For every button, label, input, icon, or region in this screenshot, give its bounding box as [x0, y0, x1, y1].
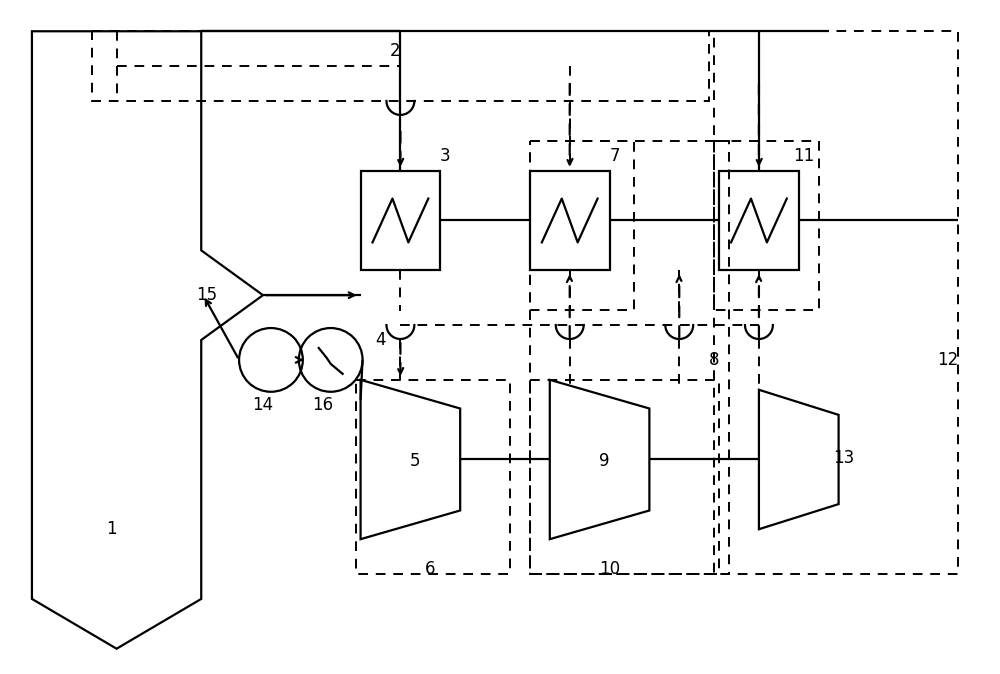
Text: 12: 12 — [938, 351, 959, 369]
Text: 8: 8 — [709, 351, 719, 369]
Bar — [92, 31, 709, 101]
Bar — [530, 171, 610, 270]
Bar — [714, 141, 819, 310]
Text: 9: 9 — [599, 452, 610, 470]
Text: 16: 16 — [312, 396, 333, 414]
Text: 3: 3 — [440, 147, 451, 164]
Bar — [719, 171, 799, 270]
Bar — [530, 141, 729, 574]
Text: 2: 2 — [390, 42, 401, 60]
Text: 11: 11 — [793, 147, 814, 164]
Bar — [361, 171, 440, 270]
Text: 15: 15 — [196, 286, 217, 304]
Text: 7: 7 — [609, 147, 620, 164]
Text: 5: 5 — [410, 452, 421, 470]
Bar — [714, 31, 958, 574]
Bar — [356, 380, 510, 574]
Text: 6: 6 — [425, 560, 436, 578]
Bar — [530, 141, 634, 310]
Bar — [530, 380, 719, 574]
Text: 13: 13 — [833, 448, 854, 466]
Text: 14: 14 — [252, 396, 274, 414]
Text: 1: 1 — [106, 520, 117, 539]
Text: 10: 10 — [599, 560, 620, 578]
Text: 4: 4 — [375, 331, 386, 349]
